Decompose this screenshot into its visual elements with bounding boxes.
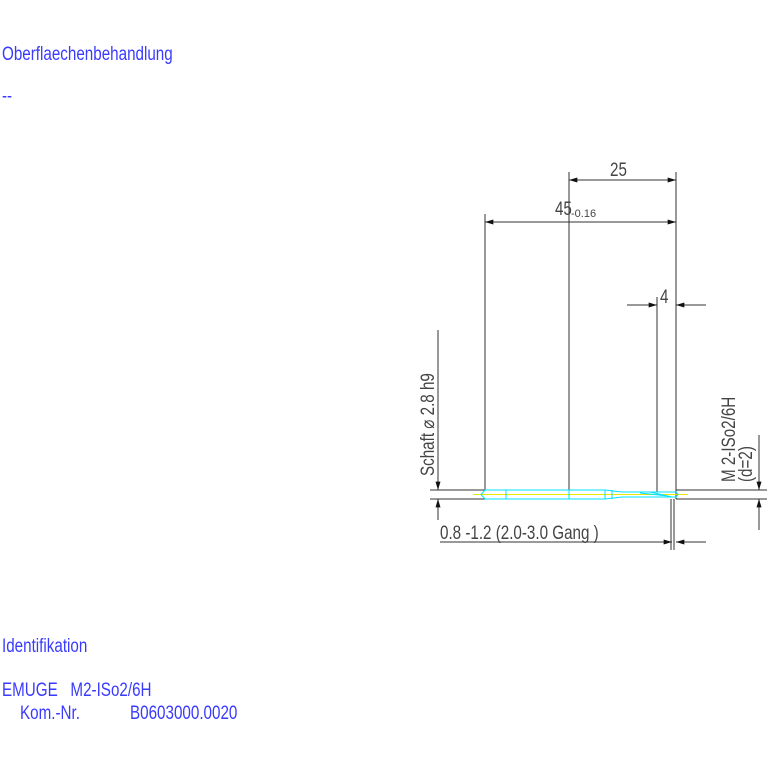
- dimension-45-text: 45: [555, 197, 572, 219]
- tap-outline: [473, 489, 688, 500]
- thread-diameter-text: (d=2): [734, 446, 756, 482]
- thread-designation-text: M 2-ISo2/6H: [717, 397, 739, 482]
- dimension-25-text: 25: [610, 158, 627, 180]
- kom-nr-label: Kom.-Nr.: [20, 703, 80, 724]
- chamfer-length-text: 0.8 -1.2 (2.0-3.0 Gang ): [440, 521, 599, 543]
- dimension-45-tolerance: -0.16: [571, 208, 596, 220]
- shank-diameter-text: Schaft ⌀ 2.8 h9: [416, 373, 438, 476]
- surface-treatment-value: --: [2, 86, 13, 107]
- surface-treatment-label: Oberflaechenbehandlung: [2, 44, 173, 65]
- dimension-lines: [430, 172, 767, 550]
- identification-label: Identifikation: [2, 636, 88, 657]
- kom-nr-value: B0603000.0020: [130, 703, 238, 724]
- dimension-4-text: 4: [660, 285, 669, 307]
- product-designation: EMUGE M2-ISo2/6H: [2, 680, 152, 701]
